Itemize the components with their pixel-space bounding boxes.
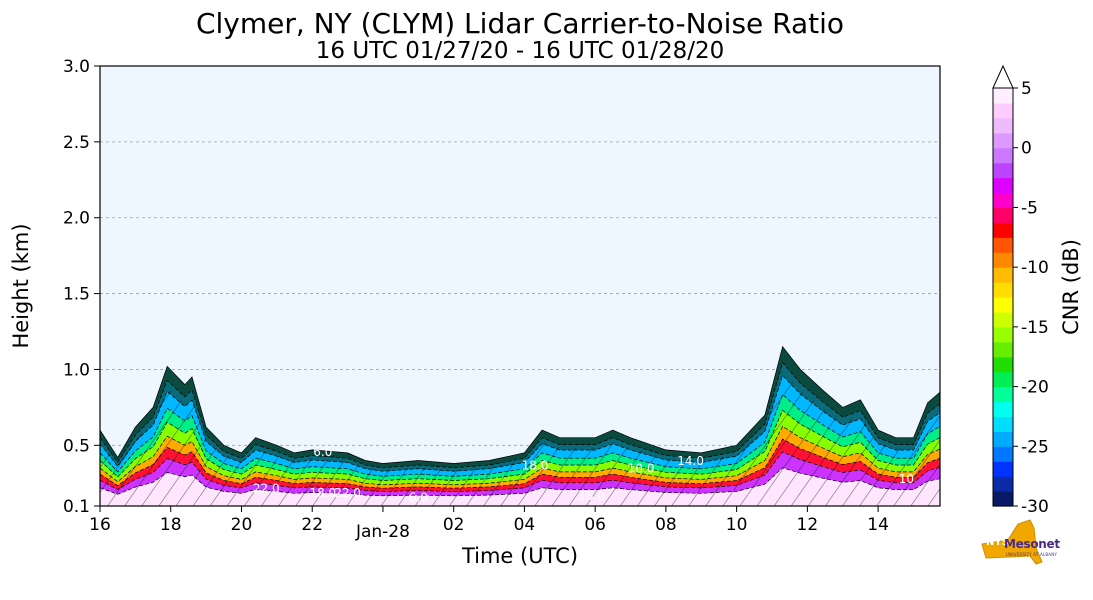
- colorbar-swatch: [993, 371, 1013, 388]
- chart-title: Clymer, NY (CLYM) Lidar Carrier-to-Noise…: [196, 7, 844, 40]
- colorbar-swatch: [993, 431, 1013, 447]
- colorbar-ticks: 5 0 -5 -10 -15 -20 -25 -30: [1013, 79, 1049, 517]
- colorbar-swatch: [993, 356, 1013, 373]
- logo-wordmark: Mesonet: [1004, 537, 1060, 551]
- colorbar-swatch: [993, 386, 1013, 403]
- colorbar-swatch: [993, 461, 1013, 477]
- logo-prefix: NYS: [986, 537, 1009, 548]
- colorbar-swatch: [993, 88, 1013, 104]
- contour-label: 10.0: [628, 462, 655, 476]
- chart-subtitle: 16 UTC 01/27/20 - 16 UTC 01/28/20: [316, 38, 725, 64]
- colorbar-swatch: [993, 341, 1013, 358]
- colorbar-swatch: [993, 237, 1013, 253]
- y-tick-label: 3.0: [63, 57, 90, 77]
- x-tick-label: 12: [797, 515, 819, 535]
- colorbar-swatch: [993, 416, 1013, 432]
- x-tick-label: 08: [655, 515, 677, 535]
- colorbar-swatch: [993, 147, 1013, 164]
- x-tick-label: 16: [89, 515, 111, 535]
- logo-subtext: UNIVERSITY AT ALBANY: [1006, 552, 1058, 557]
- x-tick-label: 02: [443, 515, 465, 535]
- nys-mesonet-logo: NYS Mesonet UNIVERSITY AT ALBANY: [978, 518, 1082, 570]
- x-axis-ticks: 16 18 20 22 Jan-28 02 04 06 08 10 12 14: [89, 506, 889, 542]
- wind-barbs: [100, 370, 940, 506]
- colorbar-swatch: [993, 267, 1013, 283]
- colorbar-swatch: [993, 192, 1013, 209]
- x-axis-label: Time (UTC): [461, 544, 578, 568]
- y-tick-label: 2.5: [63, 133, 90, 153]
- ny-state-shape-icon: [981, 519, 1043, 565]
- x-tick-label: 04: [514, 515, 536, 535]
- contour-label: 22.0: [253, 481, 280, 495]
- x-tick-label: 20: [231, 515, 253, 535]
- colorbar-swatch: [993, 446, 1013, 462]
- y-tick-label: 0.1: [63, 497, 90, 517]
- colorbar-swatch: [993, 476, 1013, 492]
- colorbar-swatch: [993, 311, 1013, 328]
- colorbar-swatch: [993, 326, 1013, 343]
- colorbar-swatch: [993, 132, 1013, 149]
- colorbar-swatch: [993, 117, 1013, 134]
- contour-label: 6.0: [409, 490, 428, 504]
- colorbar-frame: [992, 87, 1014, 507]
- colorbar-tick-label: -15: [1021, 318, 1049, 338]
- colorbar-swatch: [993, 282, 1013, 298]
- colorbar-swatch: [993, 297, 1013, 313]
- colorbar-swatch: [993, 207, 1013, 223]
- colorbar-swatch: [993, 102, 1013, 119]
- colorbar-label: CNR (dB): [1059, 239, 1083, 335]
- x-tick-label: 22: [301, 515, 323, 535]
- colorbar-tick-label: -5: [1021, 198, 1038, 218]
- cnr-data-layer: [100, 345, 940, 506]
- contour-label: 18.0: [309, 486, 336, 500]
- contour-label: 10: [899, 472, 914, 486]
- y-tick-label: 1.5: [63, 285, 90, 305]
- contour-label: 18.0: [578, 489, 605, 503]
- x-tick-label: 10: [726, 515, 748, 535]
- y-tick-label: 0.5: [63, 436, 90, 456]
- grid-lines: [100, 141, 940, 446]
- y-tick-label: 2.0: [63, 209, 90, 229]
- x-tick-label: 14: [867, 515, 889, 535]
- colorbar-tick-label: -30: [1021, 497, 1049, 517]
- y-axis-ticks: 0.1 0.5 1.0 1.5 2.0 2.5 3.0: [63, 57, 100, 517]
- colorbar: [992, 64, 1014, 507]
- colorbar-tick-label: -25: [1021, 437, 1049, 457]
- colorbar-swatch: [993, 177, 1013, 194]
- colorbar-swatch: [993, 252, 1013, 268]
- contour-label: 14.0: [677, 454, 704, 468]
- colorbar-swatch: [993, 162, 1013, 179]
- contour-label: 22.0: [334, 486, 361, 500]
- contour-label: 18.0: [522, 459, 549, 473]
- colorbar-swatch: [993, 401, 1013, 418]
- colorbar-tick-label: -10: [1021, 258, 1049, 278]
- x-tick-label: Jan-28: [355, 522, 410, 542]
- y-axis-label: Height (km): [9, 223, 33, 348]
- contour-labels: 6.022.0 18.022.0 6.018.018.010.014.010: [253, 445, 914, 505]
- colorbar-extend-arrow: [992, 64, 1014, 89]
- contour-label: 6.0: [313, 445, 332, 459]
- y-tick-label: 1.0: [63, 360, 90, 380]
- colorbar-tick-label: -20: [1021, 378, 1049, 398]
- colorbar-tick-label: 0: [1021, 139, 1032, 159]
- x-tick-label: 18: [160, 515, 182, 535]
- colorbar-tick-label: 5: [1021, 79, 1032, 99]
- x-tick-label: 06: [584, 515, 606, 535]
- colorbar-swatch: [993, 222, 1013, 238]
- plot-frame: [99, 65, 941, 507]
- colorbar-swatch: [993, 491, 1013, 507]
